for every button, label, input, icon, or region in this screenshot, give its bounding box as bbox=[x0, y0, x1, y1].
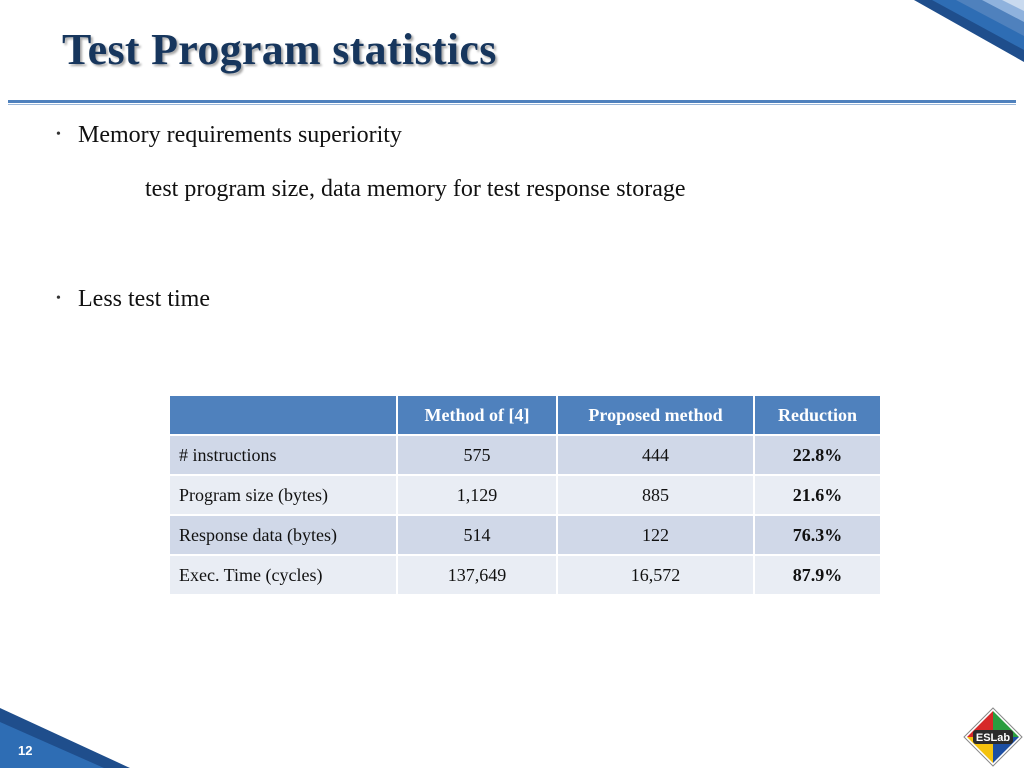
page-number: 12 bbox=[18, 743, 33, 758]
eslab-logo-icon: ESLab bbox=[963, 707, 1023, 767]
corner-decoration-bottom-left bbox=[0, 708, 130, 768]
header-proposed: Proposed method bbox=[556, 394, 755, 436]
row-label: Exec. Time (cycles) bbox=[168, 554, 398, 596]
reduction-value: 22.8% bbox=[753, 434, 882, 476]
bullet-text: Less test time bbox=[78, 286, 210, 312]
header-empty bbox=[168, 394, 398, 436]
reduction-value: 76.3% bbox=[753, 514, 882, 556]
proposed-value: 122 bbox=[556, 514, 755, 556]
method4-value: 137,649 bbox=[396, 554, 558, 596]
bullet-text: Memory requirements superiority bbox=[78, 122, 402, 148]
header-reduction: Reduction bbox=[753, 394, 882, 436]
corner-decoration-top-right bbox=[914, 0, 1024, 62]
table-header-row: Method of [4] Proposed method Reduction bbox=[168, 394, 882, 436]
logo-text: ESLab bbox=[976, 732, 1011, 744]
table-row: Response data (bytes) 514 122 76.3% bbox=[168, 514, 882, 556]
row-label: Response data (bytes) bbox=[168, 514, 398, 556]
title-divider-thin bbox=[8, 104, 1016, 105]
table-row: Program size (bytes) 1,129 885 21.6% bbox=[168, 474, 882, 516]
method4-value: 575 bbox=[396, 434, 558, 476]
proposed-value: 885 bbox=[556, 474, 755, 516]
bullet-subtext: test program size, data memory for test … bbox=[145, 176, 686, 202]
table-row: Exec. Time (cycles) 137,649 16,572 87.9% bbox=[168, 554, 882, 596]
proposed-value: 444 bbox=[556, 434, 755, 476]
bullet-icon: • bbox=[56, 291, 61, 306]
header-method4: Method of [4] bbox=[396, 394, 558, 436]
row-label: Program size (bytes) bbox=[168, 474, 398, 516]
statistics-table: Method of [4] Proposed method Reduction … bbox=[168, 394, 882, 596]
row-label: # instructions bbox=[168, 434, 398, 476]
bullet-memory: • Memory requirements superiority bbox=[56, 122, 402, 149]
bullet-test-time: • Less test time bbox=[56, 286, 210, 313]
method4-value: 514 bbox=[396, 514, 558, 556]
title-divider bbox=[8, 100, 1016, 103]
proposed-value: 16,572 bbox=[556, 554, 755, 596]
reduction-value: 21.6% bbox=[753, 474, 882, 516]
reduction-value: 87.9% bbox=[753, 554, 882, 596]
bullet-icon: • bbox=[56, 127, 61, 142]
table-row: # instructions 575 444 22.8% bbox=[168, 434, 882, 476]
method4-value: 1,129 bbox=[396, 474, 558, 516]
slide-title: Test Program statistics bbox=[62, 25, 497, 74]
